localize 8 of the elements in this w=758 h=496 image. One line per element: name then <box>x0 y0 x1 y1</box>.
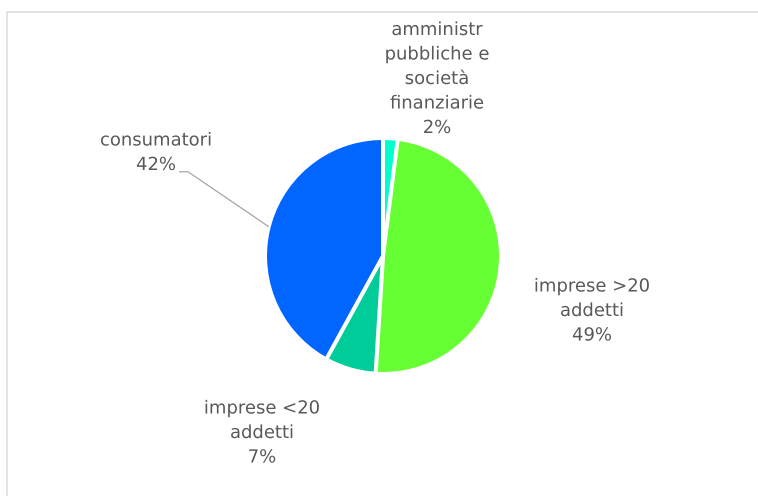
slice-label: amministr pubbliche e società finanziarie <box>384 19 490 114</box>
slice-label: imprese <20 addetti <box>204 398 320 443</box>
data-label: 49% <box>572 324 612 346</box>
data-label: 42% <box>136 154 176 175</box>
data-label: 7% <box>248 446 276 468</box>
data-label: 2% <box>422 117 452 138</box>
slice-label: consumatori <box>100 129 212 150</box>
slice-label: imprese >20 addetti <box>534 276 650 321</box>
